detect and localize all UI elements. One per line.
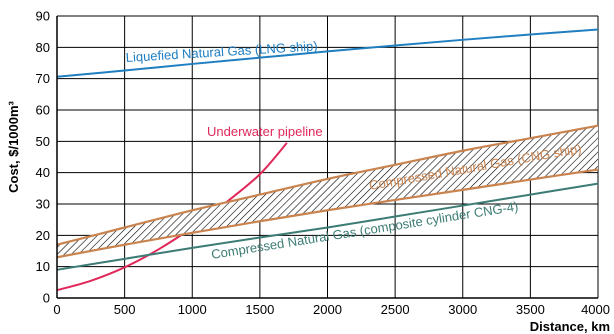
x-tick-label: 3000 bbox=[448, 302, 477, 317]
x-tick-label: 1500 bbox=[245, 302, 274, 317]
y-tick-label: 90 bbox=[36, 9, 50, 24]
series-layer bbox=[56, 28, 599, 292]
cng-ship-upper-line bbox=[56, 124, 599, 246]
y-tick-label: 30 bbox=[36, 197, 50, 212]
y-tick-label: 10 bbox=[36, 259, 50, 274]
cng-ship-lower-line bbox=[56, 168, 599, 259]
series-line-0 bbox=[56, 28, 599, 78]
x-tick-label: 500 bbox=[114, 302, 136, 317]
x-tick-label: 2500 bbox=[381, 302, 410, 317]
series-line-3 bbox=[56, 182, 599, 271]
cng-ship-band bbox=[57, 125, 598, 258]
x-axis-title: Distance, km bbox=[530, 319, 610, 334]
x-tick-label: 4000 bbox=[581, 302, 610, 317]
y-tick-label: 0 bbox=[43, 291, 50, 306]
y-tick-label: 60 bbox=[36, 103, 50, 118]
y-tick-label: 50 bbox=[36, 134, 50, 149]
x-tick-label: 3500 bbox=[516, 302, 545, 317]
y-tick-label: 40 bbox=[36, 165, 50, 180]
y-tick-label: 20 bbox=[36, 228, 50, 243]
series-label-1: Underwater pipeline bbox=[207, 124, 323, 139]
x-tick-label: 2000 bbox=[313, 302, 342, 317]
x-tick-label: 0 bbox=[53, 302, 60, 317]
y-axis-title: Cost, $/1000m³ bbox=[6, 100, 21, 192]
series-line-1 bbox=[56, 142, 288, 292]
axes: 0 10 20 30 40 50 60 70 80 90 0 500 1000 1500 2000 2500 3… bbox=[36, 9, 610, 318]
x-tick-label: 1000 bbox=[178, 302, 207, 317]
y-tick-label: 80 bbox=[36, 40, 50, 55]
y-tick-label: 70 bbox=[36, 71, 50, 86]
